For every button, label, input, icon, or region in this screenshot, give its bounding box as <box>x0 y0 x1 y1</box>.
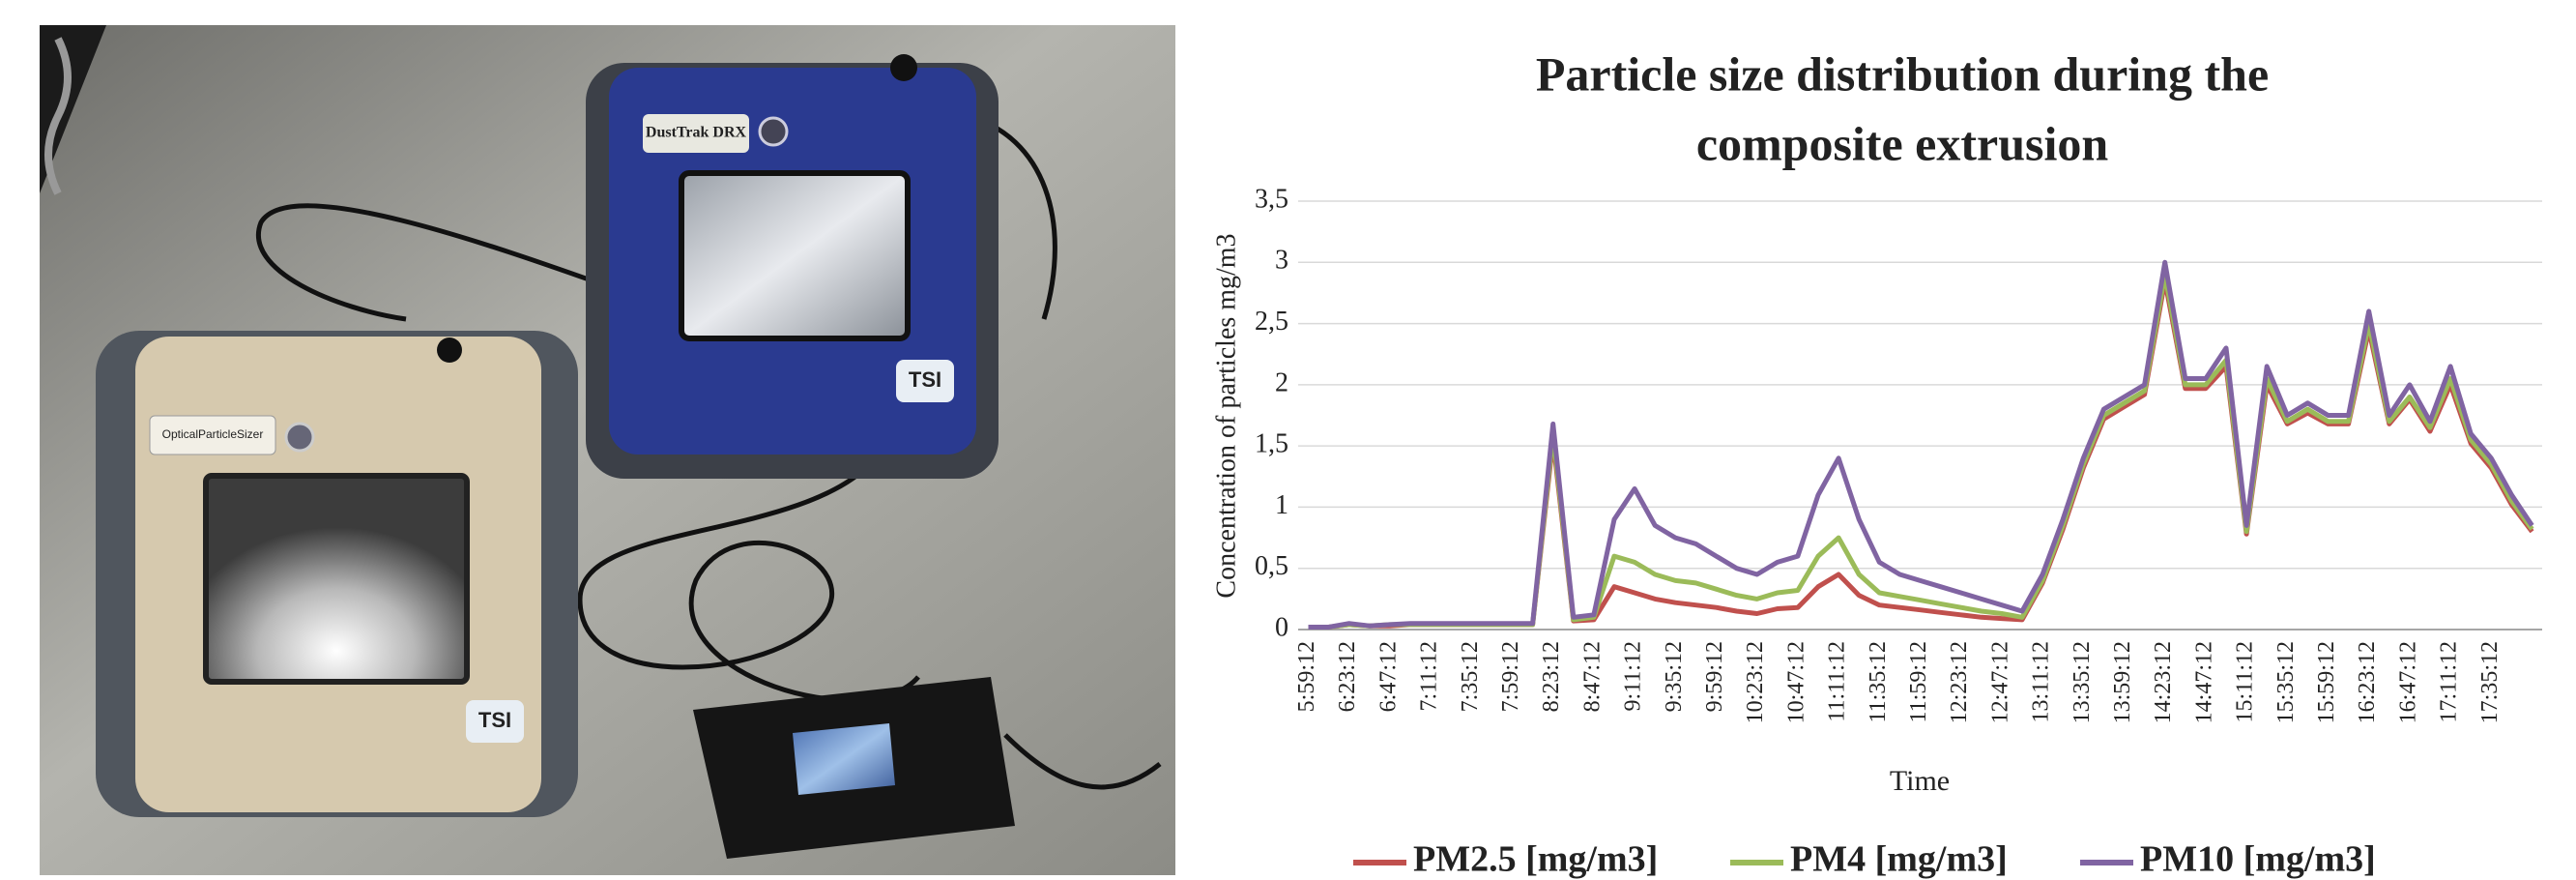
photo-label: DustTrak DRX <box>646 125 747 141</box>
legend-label: PM10 [mg/m3] <box>2140 839 2376 880</box>
x-tick-label: 15:59:12 <box>2314 641 2339 723</box>
x-tick-label: 13:35:12 <box>2069 641 2095 723</box>
tsi-badge <box>466 700 524 743</box>
x-tick-label: 15:11:12 <box>2233 641 2258 722</box>
x-tick-label: 7:59:12 <box>1498 641 1523 712</box>
x-tick-label: 8:47:12 <box>1579 641 1605 712</box>
y-tick-label: 2,5 <box>1255 307 1288 337</box>
y-axis-label: Concentration of particles mg/m3 <box>1211 233 1241 598</box>
series-line <box>1308 278 2534 630</box>
x-tick-label: 17:11:12 <box>2437 641 2462 722</box>
legend-label: PM4 [mg/m3] <box>1790 839 2008 880</box>
x-tick-label: 16:47:12 <box>2395 641 2420 723</box>
series-line <box>1308 259 2534 630</box>
chart-title: composite extrusion <box>1696 116 2109 170</box>
y-tick-label: 3,5 <box>1255 184 1288 214</box>
blue-device-screen <box>679 170 911 341</box>
x-tick-label: 7:35:12 <box>1458 641 1483 712</box>
x-tick-label: 9:59:12 <box>1702 641 1727 712</box>
y-tick-label: 0,5 <box>1255 551 1288 581</box>
beige-device-screen <box>203 473 470 685</box>
chart-title: Particle size distribution during the <box>1536 46 2269 101</box>
photo-label: TSI <box>909 367 941 392</box>
x-tick-label: 9:11:12 <box>1621 641 1646 711</box>
photo-label: TSI <box>478 708 511 732</box>
x-axis-label: Time <box>1890 765 1950 797</box>
x-tick-label: 13:11:12 <box>2029 641 2054 722</box>
x-tick-label: 17:35:12 <box>2477 641 2503 723</box>
x-tick-label: 6:47:12 <box>1375 641 1401 712</box>
x-tick-label: 11:35:12 <box>1866 641 1891 722</box>
x-tick-label: 9:35:12 <box>1662 641 1687 712</box>
x-tick-label: 11:11:12 <box>1825 641 1850 722</box>
inlet <box>890 54 917 81</box>
series-line <box>1308 272 2534 630</box>
x-tick-label: 14:47:12 <box>2191 641 2216 723</box>
x-tick-label: 7:11:12 <box>1417 641 1442 711</box>
hologram-label <box>793 723 895 795</box>
x-tick-label: 8:23:12 <box>1539 641 1564 712</box>
x-tick-label: 12:47:12 <box>1987 641 2012 723</box>
x-tick-label: 11:59:12 <box>1906 641 1931 722</box>
y-tick-label: 1,5 <box>1255 429 1288 459</box>
x-tick-label: 5:59:12 <box>1294 641 1319 712</box>
x-tick-label: 12:23:12 <box>1947 641 1972 723</box>
x-tick-label: 10:23:12 <box>1743 641 1768 723</box>
power-button <box>758 116 789 147</box>
x-tick-label: 16:23:12 <box>2355 641 2380 723</box>
legend-label: PM2.5 [mg/m3] <box>1413 839 1658 880</box>
blue-device-label <box>643 114 749 153</box>
power-button <box>284 422 315 453</box>
y-tick-label: 0 <box>1275 612 1288 642</box>
y-tick-label: 3 <box>1275 246 1288 276</box>
chain <box>44 37 72 195</box>
x-tick-label: 15:35:12 <box>2273 641 2299 723</box>
y-tick-label: 2 <box>1275 367 1288 397</box>
photo: DustTrak DRX TSI OpticalParticleSizer TS… <box>40 25 1175 875</box>
beige-device-label <box>149 415 276 455</box>
x-tick-label: 13:59:12 <box>2110 641 2135 723</box>
tsi-badge <box>896 360 954 402</box>
x-tick-label: 10:47:12 <box>1783 641 1809 723</box>
y-tick-label: 1 <box>1275 490 1288 520</box>
chart: Particle size distribution during the co… <box>1211 46 2542 880</box>
x-tick-label: 14:23:12 <box>2151 641 2176 723</box>
photo-label: OpticalParticleSizer <box>162 427 264 441</box>
x-tick-label: 6:23:12 <box>1335 641 1360 712</box>
inlet <box>437 337 462 363</box>
